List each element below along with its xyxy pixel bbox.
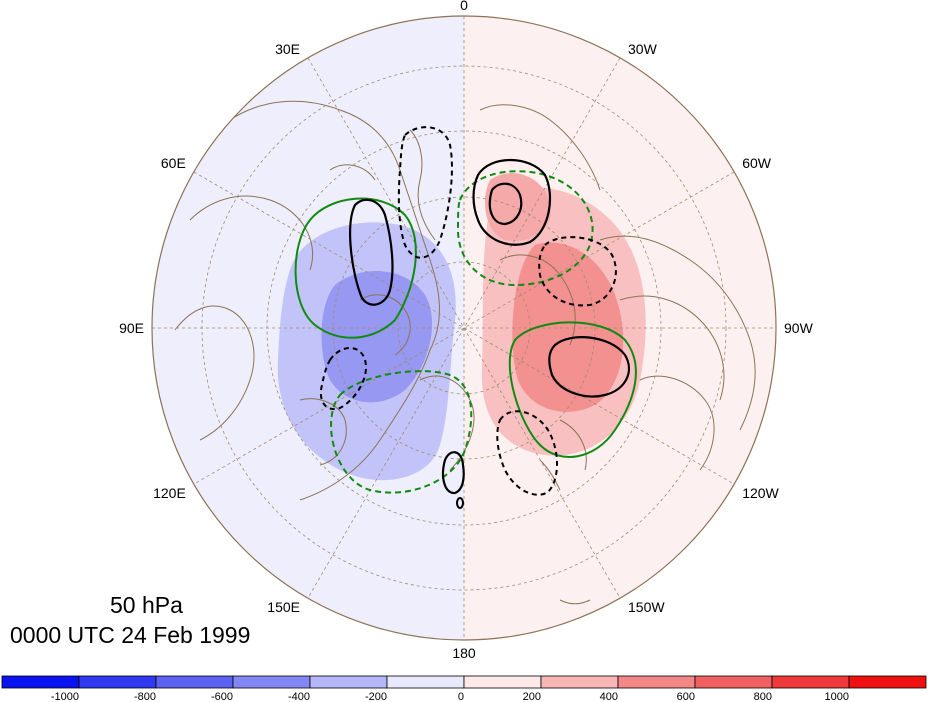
colorbar-tick-label: -400 [288, 691, 310, 702]
colorbar-swatch [848, 675, 927, 689]
colorbar-swatch [386, 675, 465, 689]
black-dashed-contour-west [320, 347, 367, 411]
contour-lines [294, 126, 637, 509]
colorbar: -1000 -800 -600 -400 -200 0 200 400 600 800 1000 [1, 675, 927, 702]
longitude-label: 120E [153, 485, 186, 501]
longitude-label: 0 [460, 0, 468, 13]
colorbar-tick-label: 600 [677, 691, 695, 702]
colorbar-tick-label: -1000 [51, 691, 79, 702]
longitude-label: 150W [628, 599, 665, 615]
black-dashed-contour-north [397, 126, 453, 259]
green-solid-contour-west [294, 197, 417, 339]
colorbar-tick-label: -800 [134, 691, 156, 702]
black-solid-contour-south-small [456, 497, 464, 509]
green-solid-contour-east [508, 321, 637, 458]
black-solid-contour-west [349, 198, 394, 306]
green-dashed-contour-south [330, 370, 473, 494]
longitude-label: 90E [119, 320, 144, 336]
longitude-label: 120W [742, 485, 779, 501]
colorbar-tick-label: -600 [211, 691, 233, 702]
shaded-anomaly-field [152, 16, 776, 640]
timestamp-title: 0000 UTC 24 Feb 1999 [10, 622, 251, 648]
black-dashed-contour-east [538, 236, 617, 307]
pressure-level-title: 50 hPa [110, 592, 183, 618]
colorbar-swatch [309, 675, 388, 689]
longitude-label: 60W [742, 155, 772, 171]
colorbar-swatch [155, 675, 234, 689]
colorbar-tick-label: 200 [523, 691, 541, 702]
colorbar-swatch [617, 675, 696, 689]
map-boundary [151, 15, 777, 641]
colorbar-swatch [232, 675, 311, 689]
longitude-label: 180 [452, 645, 476, 661]
black-solid-contour-south [441, 451, 465, 495]
colorbar-tick-label: 800 [754, 691, 772, 702]
positive-anomaly-core [512, 242, 624, 412]
colorbar-tick-label: -200 [365, 691, 387, 702]
colorbar-tick-label: 0 [458, 691, 464, 702]
colorbar-tick-label: 400 [600, 691, 618, 702]
black-solid-contour-east [548, 336, 631, 398]
colorbar-swatch [463, 675, 542, 689]
longitude-label: 90W [784, 320, 814, 336]
longitude-label: 30W [628, 41, 658, 57]
colorbar-tick-label: 1000 [825, 691, 849, 702]
colorbar-swatch [78, 675, 157, 689]
longitude-labels: 0 30W 60W 90W 120W 150W 180 150E 120E 90E 60E 30E [119, 0, 813, 661]
longitude-label: 150E [267, 599, 300, 615]
black-solid-contour-north-outer [472, 158, 552, 246]
black-solid-contour-north-inner [488, 182, 523, 226]
colorbar-swatch [771, 675, 850, 689]
longitude-label: 30E [275, 41, 300, 57]
green-dashed-contour-north [456, 170, 594, 287]
graticule [152, 16, 776, 640]
longitude-label: 60E [161, 155, 186, 171]
colorbar-swatch [694, 675, 773, 689]
colorbar-swatch [1, 675, 80, 689]
colorbar-swatch [540, 675, 619, 689]
black-dashed-contour-southeast [496, 410, 558, 496]
